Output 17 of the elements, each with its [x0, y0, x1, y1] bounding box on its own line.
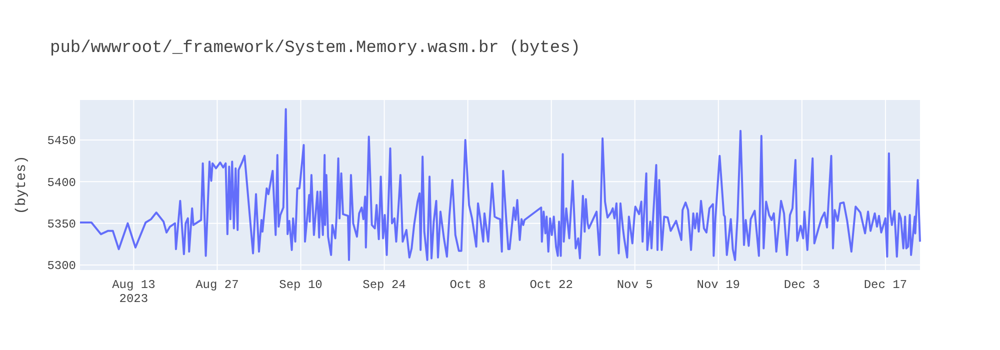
x-tick-label: Sep 10 — [279, 278, 322, 292]
x-tick-label: Nov 5 — [616, 278, 653, 292]
x-tick-label: Dec 17 — [864, 278, 908, 292]
x-tick-label: Sep 24 — [362, 278, 406, 292]
y-tick-label: 5300 — [47, 259, 76, 274]
chart-title: pub/wwwroot/_framework/System.Memory.wasm.br (bytes) — [50, 39, 580, 58]
y-tick-label: 5400 — [47, 176, 76, 190]
x-tick-label: Aug 13 2023 — [112, 278, 156, 306]
x-tick-label: Oct 22 — [530, 278, 573, 292]
line-series — [79, 108, 921, 261]
y-tick-label: 5350 — [47, 218, 76, 232]
x-tick-label: Nov 19 — [696, 278, 740, 292]
x-tick-label: Dec 3 — [784, 278, 820, 292]
x-tick-label: Aug 27 — [196, 278, 239, 292]
y-axis-title: (bytes) — [14, 156, 30, 214]
y-tick-label: 5450 — [47, 134, 76, 148]
x-tick-label: Oct 8 — [450, 278, 486, 292]
